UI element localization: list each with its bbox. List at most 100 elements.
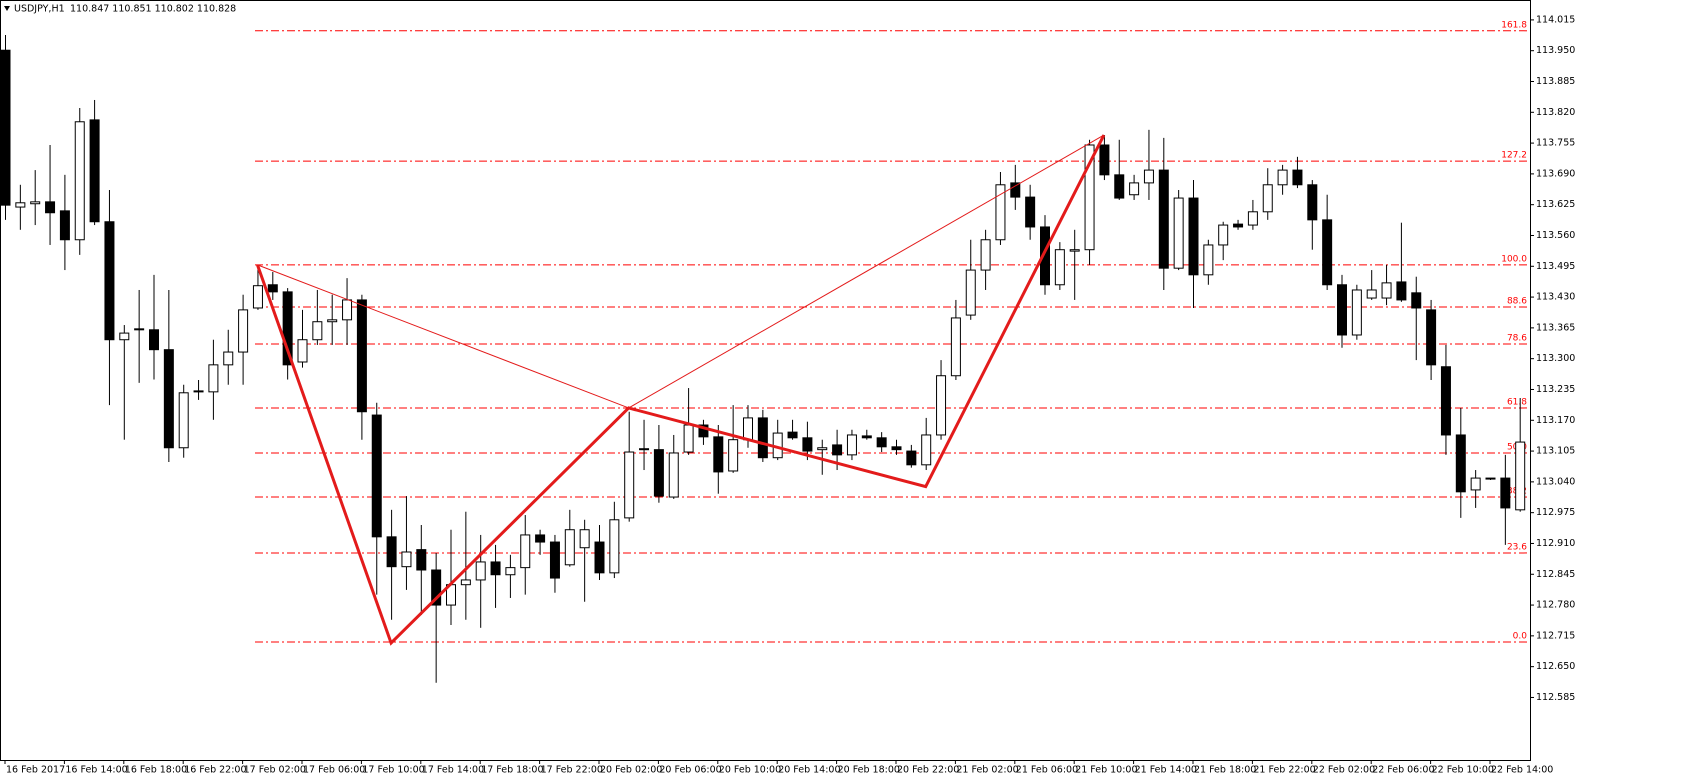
candle-body [891, 446, 902, 451]
candle-body [564, 529, 575, 566]
y-tick-label: 113.040 [1536, 476, 1575, 487]
candle-body [0, 49, 11, 206]
candle-body [342, 299, 353, 321]
candle-body [1158, 169, 1169, 269]
y-tick-label: 113.560 [1536, 230, 1575, 241]
y-tick-label: 113.625 [1536, 199, 1575, 210]
y-tick-label: 114.015 [1536, 14, 1575, 25]
x-tick-label: 21 Feb 10:00 [1075, 765, 1137, 776]
candle-body [1337, 284, 1347, 336]
x-tick-label: 21 Feb 18:00 [1194, 765, 1256, 776]
candle-body [30, 201, 41, 205]
candle-body [1173, 197, 1184, 269]
fib-label: 0.0 [1513, 632, 1528, 642]
candle-body [1500, 477, 1511, 509]
candle-body [1381, 282, 1392, 299]
candle-body [950, 317, 961, 377]
candle-body [1069, 249, 1080, 252]
fib-label: 61.8 [1507, 397, 1527, 407]
symbol: USDJPY,H1 [14, 4, 65, 15]
x-tick-label: 21 Feb 22:00 [1253, 765, 1315, 776]
candle-body [1188, 197, 1199, 276]
fib-label: 23.6 [1507, 542, 1527, 552]
candle-body [297, 339, 308, 363]
candle-body [282, 291, 293, 366]
candle-body [416, 549, 427, 571]
x-tick-label: 22 Feb 14:00 [1491, 765, 1553, 776]
candle-body [1351, 289, 1362, 336]
candle-body [267, 284, 278, 293]
candle-body [906, 450, 917, 466]
y-tick-label: 112.975 [1536, 507, 1575, 518]
candle-body [1440, 366, 1451, 436]
y-tick-label: 112.910 [1536, 538, 1575, 549]
x-tick-label: 22 Feb 06:00 [1372, 765, 1434, 776]
candle-body [1084, 144, 1095, 251]
y-tick-label: 113.885 [1536, 76, 1575, 87]
candle-body [208, 364, 219, 393]
candle-body [1143, 169, 1154, 184]
candle-body [1054, 249, 1065, 286]
x-tick-label: 22 Feb 10:00 [1432, 765, 1494, 776]
candle-body [817, 447, 828, 451]
candle-body [965, 269, 976, 316]
candle-body [668, 452, 679, 498]
candle-body [356, 299, 367, 413]
x-tick-label: 17 Feb 10:00 [362, 765, 424, 776]
candle-body [119, 332, 130, 341]
candle-body [743, 417, 753, 441]
ohlc-header: 110.847 110.851 110.802 110.828 [70, 4, 236, 15]
candle-body [802, 437, 813, 452]
x-tick-label: 20 Feb 10:00 [719, 765, 781, 776]
candle-body [1129, 182, 1140, 196]
y-tick-label: 113.755 [1536, 138, 1575, 149]
candle-body [74, 121, 85, 241]
candle-body [1485, 477, 1496, 480]
candle-body [936, 375, 947, 436]
candle-body [59, 210, 70, 241]
x-tick-label: 21 Feb 14:00 [1135, 765, 1197, 776]
candle-body [1262, 184, 1273, 213]
candle-body [1010, 182, 1021, 198]
candle-body [1322, 219, 1333, 286]
x-tick-label: 17 Feb 06:00 [303, 765, 365, 776]
candle-body [653, 449, 664, 497]
plot-frame [0, 0, 1531, 761]
pattern-thin-line [628, 134, 1105, 409]
candle-body [252, 285, 263, 309]
y-tick-label: 112.780 [1536, 600, 1575, 611]
candle-body [757, 417, 768, 459]
x-tick-label: 17 Feb 18:00 [481, 765, 543, 776]
y-tick-label: 113.365 [1536, 322, 1575, 333]
x-tick-label: 17 Feb 22:00 [541, 765, 603, 776]
candle-body [1307, 184, 1318, 221]
candle-body [1277, 169, 1288, 186]
candle-body [371, 414, 382, 538]
candle-body [579, 529, 590, 549]
x-tick-label: 21 Feb 02:00 [956, 765, 1018, 776]
candle-body [401, 551, 412, 568]
candle-body [386, 536, 397, 568]
candle-body [609, 519, 620, 574]
candle-body [535, 534, 546, 543]
x-tick-label: 16 Feb 14:00 [65, 765, 127, 776]
y-tick-label: 113.300 [1536, 353, 1575, 364]
candle-body [460, 579, 471, 586]
candle-body [861, 435, 872, 439]
candle-body [149, 329, 159, 351]
candle-body [1203, 244, 1214, 276]
y-tick-label: 113.170 [1536, 415, 1575, 426]
candle-body [1515, 441, 1526, 511]
y-tick-label: 113.495 [1536, 261, 1575, 272]
candle-body [238, 309, 249, 353]
y-tick-label: 113.235 [1536, 384, 1575, 395]
candle-body [1114, 174, 1125, 199]
x-tick-label: 22 Feb 02:00 [1313, 765, 1375, 776]
candle-body [995, 184, 1006, 241]
fib-label: 161.8 [1501, 20, 1527, 30]
candle-body [89, 119, 100, 223]
candle-body [787, 431, 798, 439]
x-tick-label: 20 Feb 22:00 [897, 765, 959, 776]
candle-body [1040, 226, 1050, 286]
